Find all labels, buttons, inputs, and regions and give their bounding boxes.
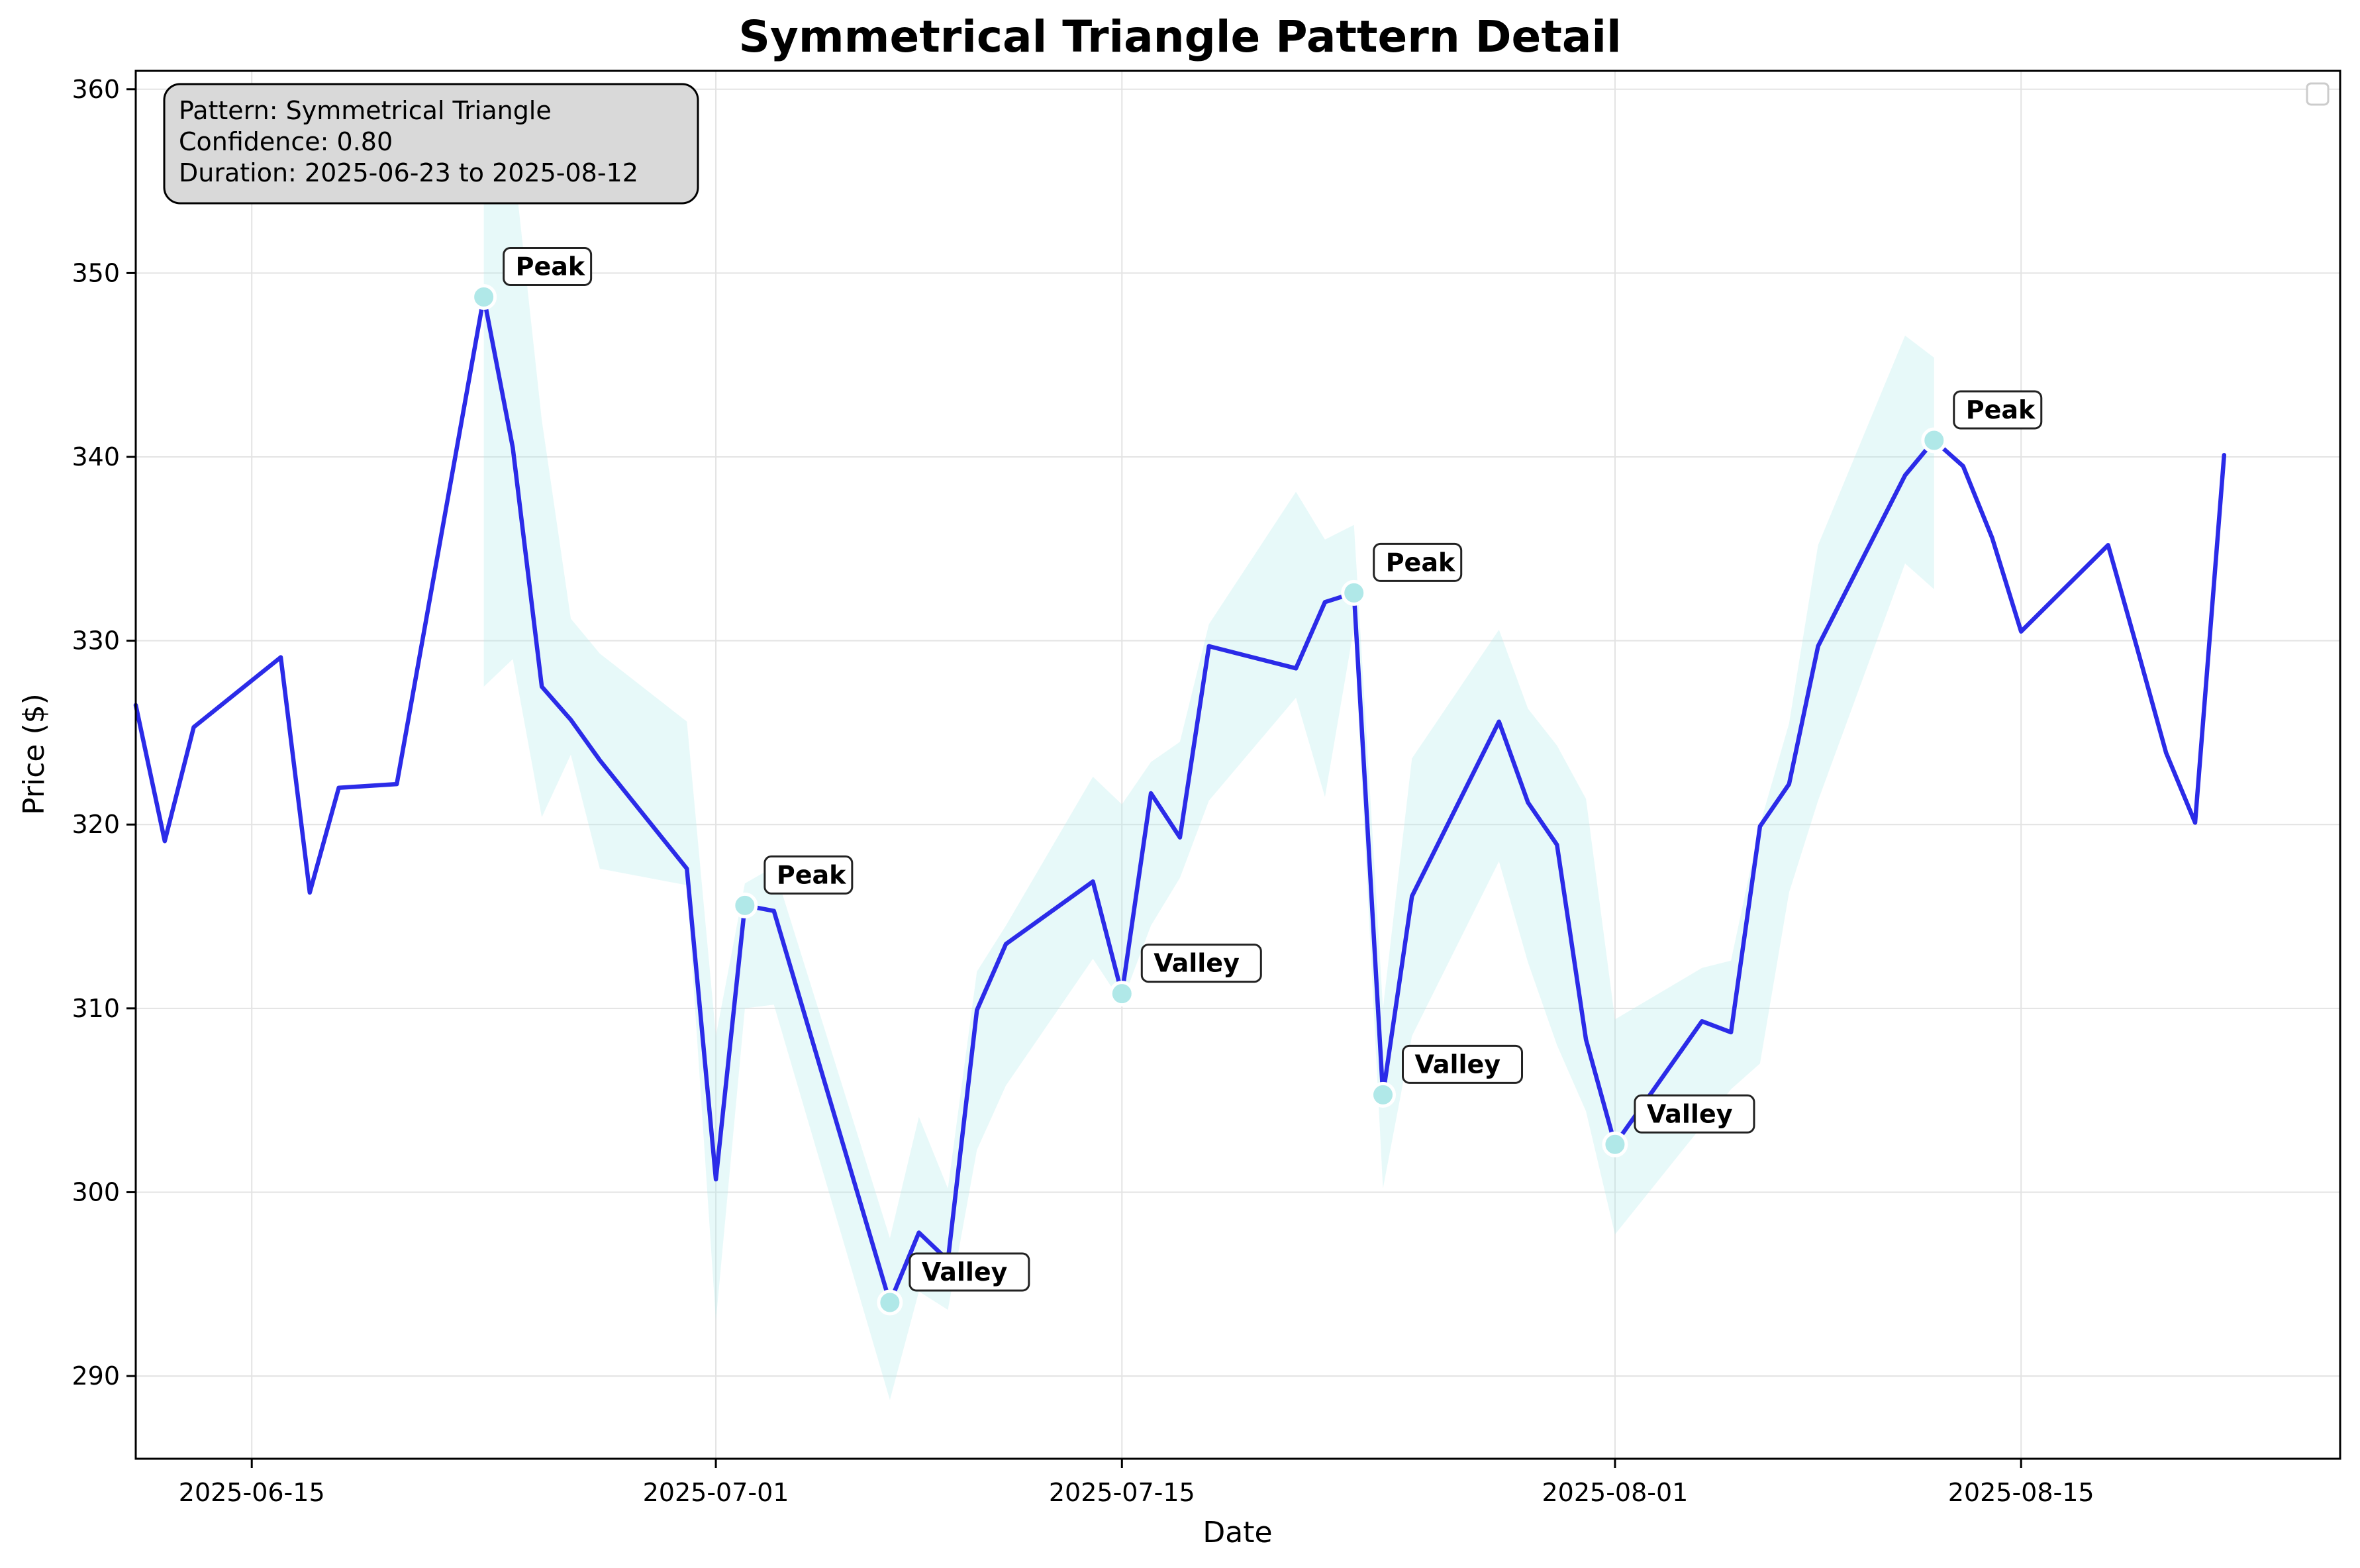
y-tick-label: 350 — [72, 258, 120, 287]
annotation-label: Peak — [503, 246, 593, 286]
annotation-text: Valley — [1647, 1099, 1733, 1128]
annotation-text: Valley — [1154, 949, 1240, 978]
annotation-box — [503, 246, 593, 286]
x-tick-label: 2025-07-01 — [643, 1478, 789, 1507]
pattern-info-box: Pattern: Symmetrical Triangle Confidence… — [163, 83, 699, 205]
annotation-box — [1402, 1044, 1524, 1084]
annotation-label: Peak — [1953, 390, 2043, 430]
x-tick-label: 2025-06-15 — [179, 1478, 325, 1507]
y-tick-label: 320 — [72, 810, 120, 839]
annotation-text: Peak — [1966, 395, 2036, 424]
y-tick-label: 340 — [72, 442, 120, 471]
annotation-text: Peak — [1386, 548, 1455, 577]
chart-title: Symmetrical Triangle Pattern Detail — [738, 11, 1621, 62]
info-line-confidence: Confidence: 0.80 — [179, 127, 393, 156]
x-tick-label: 2025-07-15 — [1049, 1478, 1195, 1507]
pattern-point-marker — [471, 283, 497, 310]
legend-box — [2306, 82, 2330, 106]
pattern-point-marker — [1341, 579, 1367, 606]
annotation-text: Valley — [1415, 1050, 1501, 1079]
pattern-point-marker — [877, 1289, 903, 1316]
annotation-box — [1634, 1094, 1755, 1134]
x-tick-label: 2025-08-15 — [1948, 1478, 2094, 1507]
pattern-point-marker — [732, 892, 758, 918]
y-tick-label: 330 — [72, 626, 120, 656]
annotation-label: Valley — [909, 1252, 1030, 1292]
pattern-markers — [471, 283, 1947, 1316]
annotation-box — [1953, 390, 2043, 430]
info-line-duration: Duration: 2025-06-23 to 2025-08-12 — [179, 158, 638, 187]
annotation-label: Valley — [1140, 944, 1262, 983]
pattern-point-marker — [1602, 1131, 1628, 1157]
annotation-box — [1140, 944, 1262, 983]
annotation-box — [763, 855, 854, 895]
annotation-text: Peak — [777, 860, 846, 889]
confidence-band — [483, 144, 1934, 1400]
y-tick-label: 290 — [72, 1361, 120, 1391]
price-series — [133, 295, 2227, 1305]
annotation-box — [909, 1252, 1030, 1292]
annotation-label: Valley — [1402, 1044, 1524, 1084]
x-axis-ticks: 2025-06-15 2025-07-01 2025-07-15 2025-08-01… — [179, 1459, 2094, 1507]
y-axis-label: Price ($) — [17, 693, 51, 815]
annotation-text: Valley — [922, 1257, 1008, 1287]
annotation-text: Peak — [516, 252, 585, 281]
pattern-annotations: Peak Peak Valley Valley Peak Valley Valley Peak — [503, 246, 2043, 1292]
annotation-box — [1373, 542, 1463, 582]
y-tick-label: 310 — [72, 994, 120, 1023]
pattern-point-marker — [1108, 981, 1135, 1007]
info-box-background — [163, 83, 699, 205]
annotation-label: Peak — [763, 855, 854, 895]
pattern-point-marker — [1370, 1081, 1397, 1108]
annotation-label: Peak — [1373, 542, 1463, 582]
x-axis-label: Date — [1203, 1516, 1272, 1549]
plot-frame — [134, 70, 2341, 1460]
annotation-label: Valley — [1634, 1094, 1755, 1134]
y-axis-ticks: 290 300 310 320 330 340 350 360 — [72, 75, 136, 1391]
price-line — [133, 295, 2227, 1305]
x-tick-label: 2025-08-01 — [1542, 1478, 1689, 1507]
y-tick-label: 360 — [72, 75, 120, 104]
pattern-point-marker — [1921, 427, 1947, 454]
info-line-pattern: Pattern: Symmetrical Triangle — [179, 96, 552, 125]
band-area — [483, 144, 1934, 1400]
y-tick-label: 300 — [72, 1177, 120, 1206]
